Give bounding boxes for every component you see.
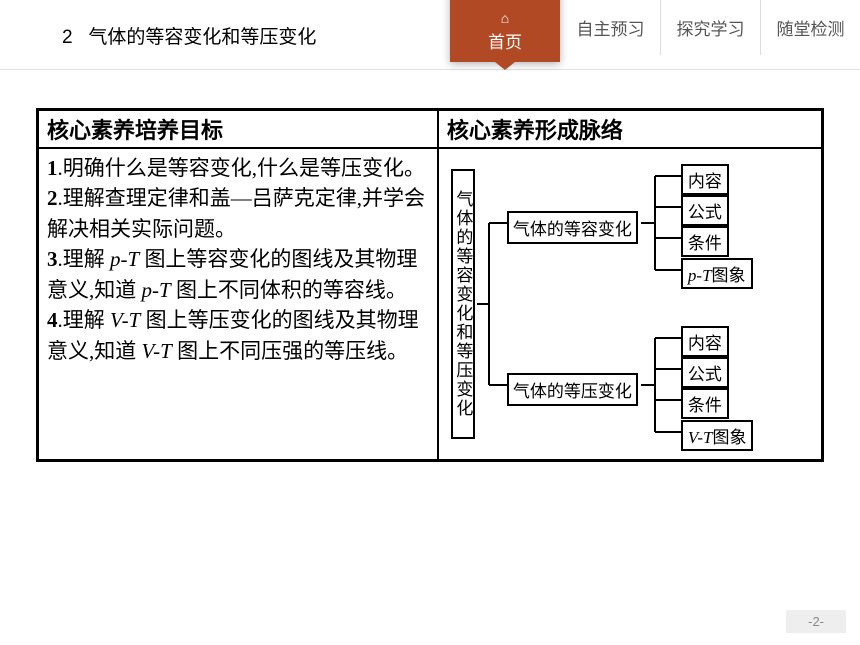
nav-tab-preview[interactable]: 自主预习 [560,0,660,55]
diagram-root: 气体的等容变化和等压变化 [451,169,475,439]
goal-text: .明确什么是等容变化,什么是等压变化。 [58,156,426,180]
goal-italic: p-T [110,247,139,271]
col2-header: 核心素养形成脉络 [438,110,823,149]
diagram-branch: 气体的等压变化 [507,373,638,406]
leaf-text: 图象 [712,266,746,285]
goals-cell: 1.明确什么是等容变化,什么是等压变化。 2.理解查理定律和盖—吕萨克定律,并学… [38,148,438,461]
goal-text: .理解 [58,247,111,271]
goal-num: 3 [47,247,58,271]
goal-item: 3.理解 p-T 图上等容变化的图线及其物理意义,知道 p-T 图上不同体积的等… [47,244,429,305]
nav-home-label: 首页 [488,28,522,53]
goal-italic: V-T [142,339,172,363]
section-title: 气体的等容变化和等压变化 [88,27,316,48]
goal-italic: p-T [142,278,171,302]
diagram-leaf: 公式 [681,195,729,226]
diagram-leaf: 内容 [681,164,729,195]
goal-num: 1 [47,156,58,180]
diagram-leaf: 内容 [681,326,729,357]
nav-tab-test[interactable]: 随堂检测 [760,0,860,55]
diagram-leaf: 条件 [681,226,729,257]
goal-num: 2 [47,186,58,210]
leaf-italic: V-T [688,428,713,447]
leaf-italic: p-T [688,266,712,285]
nav: ⌂ 首页 自主预习 探究学习 随堂检测 [450,0,860,55]
col1-header: 核心素养培养目标 [38,110,438,149]
diagram-leaf: 条件 [681,388,729,419]
content: 核心素养培养目标 核心素养形成脉络 1.明确什么是等容变化,什么是等压变化。 2… [0,70,860,462]
goal-item: 2.理解查理定律和盖—吕萨克定律,并学会解决相关实际问题。 [47,183,429,244]
diagram-leaf: V-T图象 [681,420,754,451]
section-number: 2 [62,27,73,48]
goal-item: 4.理解 V-T 图上等压变化的图线及其物理意义,知道 V-T 图上不同压强的等… [47,305,429,366]
goal-text: .理解查理定律和盖—吕萨克定律,并学会解决相关实际问题。 [47,186,425,240]
diagram-leaf: 公式 [681,357,729,388]
nav-tab-label: 自主预习 [577,15,645,40]
home-icon: ⌂ [501,10,509,26]
diagram-branch: 气体的等容变化 [507,211,638,244]
page-number: -2- [786,610,846,633]
leaf-text: 图象 [712,428,746,447]
page-title: 2 气体的等容变化和等压变化 [0,0,450,49]
nav-tab-explore[interactable]: 探究学习 [660,0,760,55]
nav-tab-label: 随堂检测 [777,15,845,40]
nav-home[interactable]: ⌂ 首页 [450,0,560,62]
goal-num: 4 [47,308,58,332]
goal-italic: V-T [110,308,140,332]
concept-diagram: 气体的等容变化和等压变化 气体的等容变化 气体的等压变化 内容 公式 条件 p-… [445,159,815,449]
diagram-leaf: p-T图象 [681,258,753,289]
main-table: 核心素养培养目标 核心素养形成脉络 1.明确什么是等容变化,什么是等压变化。 2… [36,108,824,462]
nav-tab-label: 探究学习 [677,15,745,40]
header: 2 气体的等容变化和等压变化 ⌂ 首页 自主预习 探究学习 随堂检测 [0,0,860,70]
diagram-cell: 气体的等容变化和等压变化 气体的等容变化 气体的等压变化 内容 公式 条件 p-… [438,148,823,461]
goal-text: 图上不同体积的等容线。 [171,278,407,302]
goal-text: .理解 [58,308,111,332]
goal-text: 图上不同压强的等压线。 [172,339,408,363]
goal-item: 1.明确什么是等容变化,什么是等压变化。 [47,153,429,183]
